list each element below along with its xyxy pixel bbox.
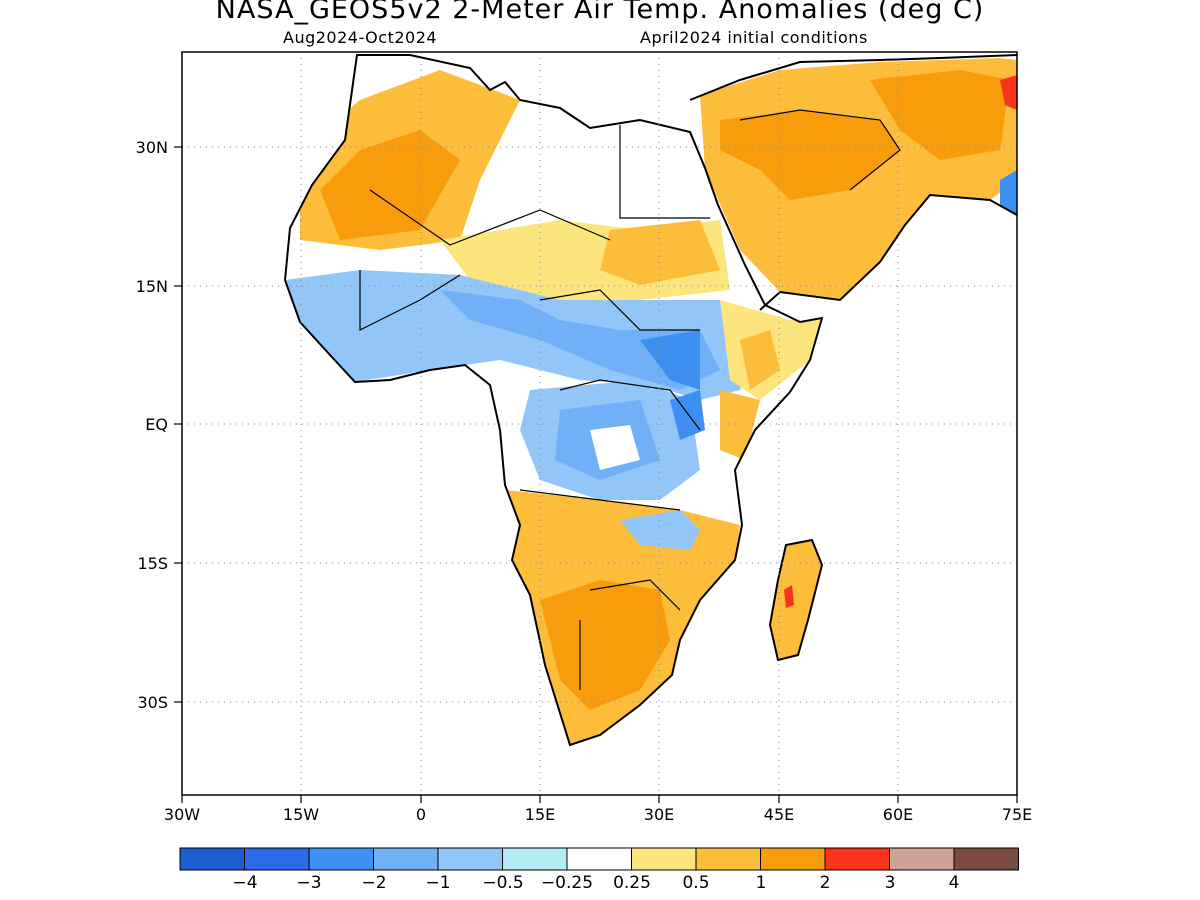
colorbar-swatch: [760, 847, 826, 871]
lon-label-15w: 15W: [283, 805, 319, 824]
colorbar-label: −2: [361, 873, 386, 893]
lat-label-30s: 30S: [137, 693, 168, 712]
colorbar-swatch: [631, 847, 697, 871]
colorbar-swatch: [889, 847, 955, 871]
colorbar-swatch: [566, 847, 632, 871]
lat-label-eq: EQ: [145, 415, 168, 434]
lon-label-75e: 75E: [1002, 805, 1032, 824]
lat-label-30n: 30N: [136, 138, 168, 157]
colorbar-label: −0.25: [541, 873, 593, 893]
colorbar-labels: −4 −3 −2 −1 −0.5 −0.25 0.25 0.5 1 2 3 4: [232, 873, 959, 893]
lon-label-15e: 15E: [525, 805, 555, 824]
colorbar-swatch: [244, 847, 310, 871]
coastlines: [283, 54, 1017, 747]
lat-label-15n: 15N: [136, 277, 168, 296]
colorbar-label: −4: [232, 873, 257, 893]
colorbar-swatch: [308, 847, 374, 871]
colorbar-label: −1: [425, 873, 450, 893]
lat-label-15s: 15S: [137, 554, 168, 573]
colorbar-label: −3: [296, 873, 321, 893]
colorbar-label: −0.5: [482, 873, 523, 893]
colorbar-swatch: [179, 847, 245, 871]
colorbar-swatch: [953, 847, 1019, 871]
colorbar-swatch: [437, 847, 503, 871]
lon-label-30e: 30E: [644, 805, 674, 824]
colorbar-swatch: [695, 847, 761, 871]
colorbar-swatch: [502, 847, 568, 871]
colorbar: [179, 847, 1019, 871]
lon-label-30w: 30W: [164, 805, 200, 824]
colorbar-swatch: [824, 847, 890, 871]
lon-label-0: 0: [416, 805, 426, 824]
initial-conditions-label: April2024 initial conditions: [640, 28, 868, 47]
forecast-period-label: Aug2024-Oct2024: [283, 28, 438, 47]
colorbar-swatch: [373, 847, 439, 871]
chart-title: NASA_GEOS5v2 2-Meter Air Temp. Anomalies…: [215, 0, 985, 25]
colorbar-label: 3: [885, 873, 896, 893]
lon-label-45e: 45E: [764, 805, 794, 824]
colorbar-label: 0.25: [613, 873, 651, 893]
colorbar-label: 2: [820, 873, 831, 893]
colorbar-label: 1: [756, 873, 767, 893]
axis-ticks: [174, 146, 1018, 803]
colorbar-label: 0.5: [682, 873, 709, 893]
lon-label-60e: 60E: [883, 805, 913, 824]
colorbar-label: 4: [949, 873, 960, 893]
